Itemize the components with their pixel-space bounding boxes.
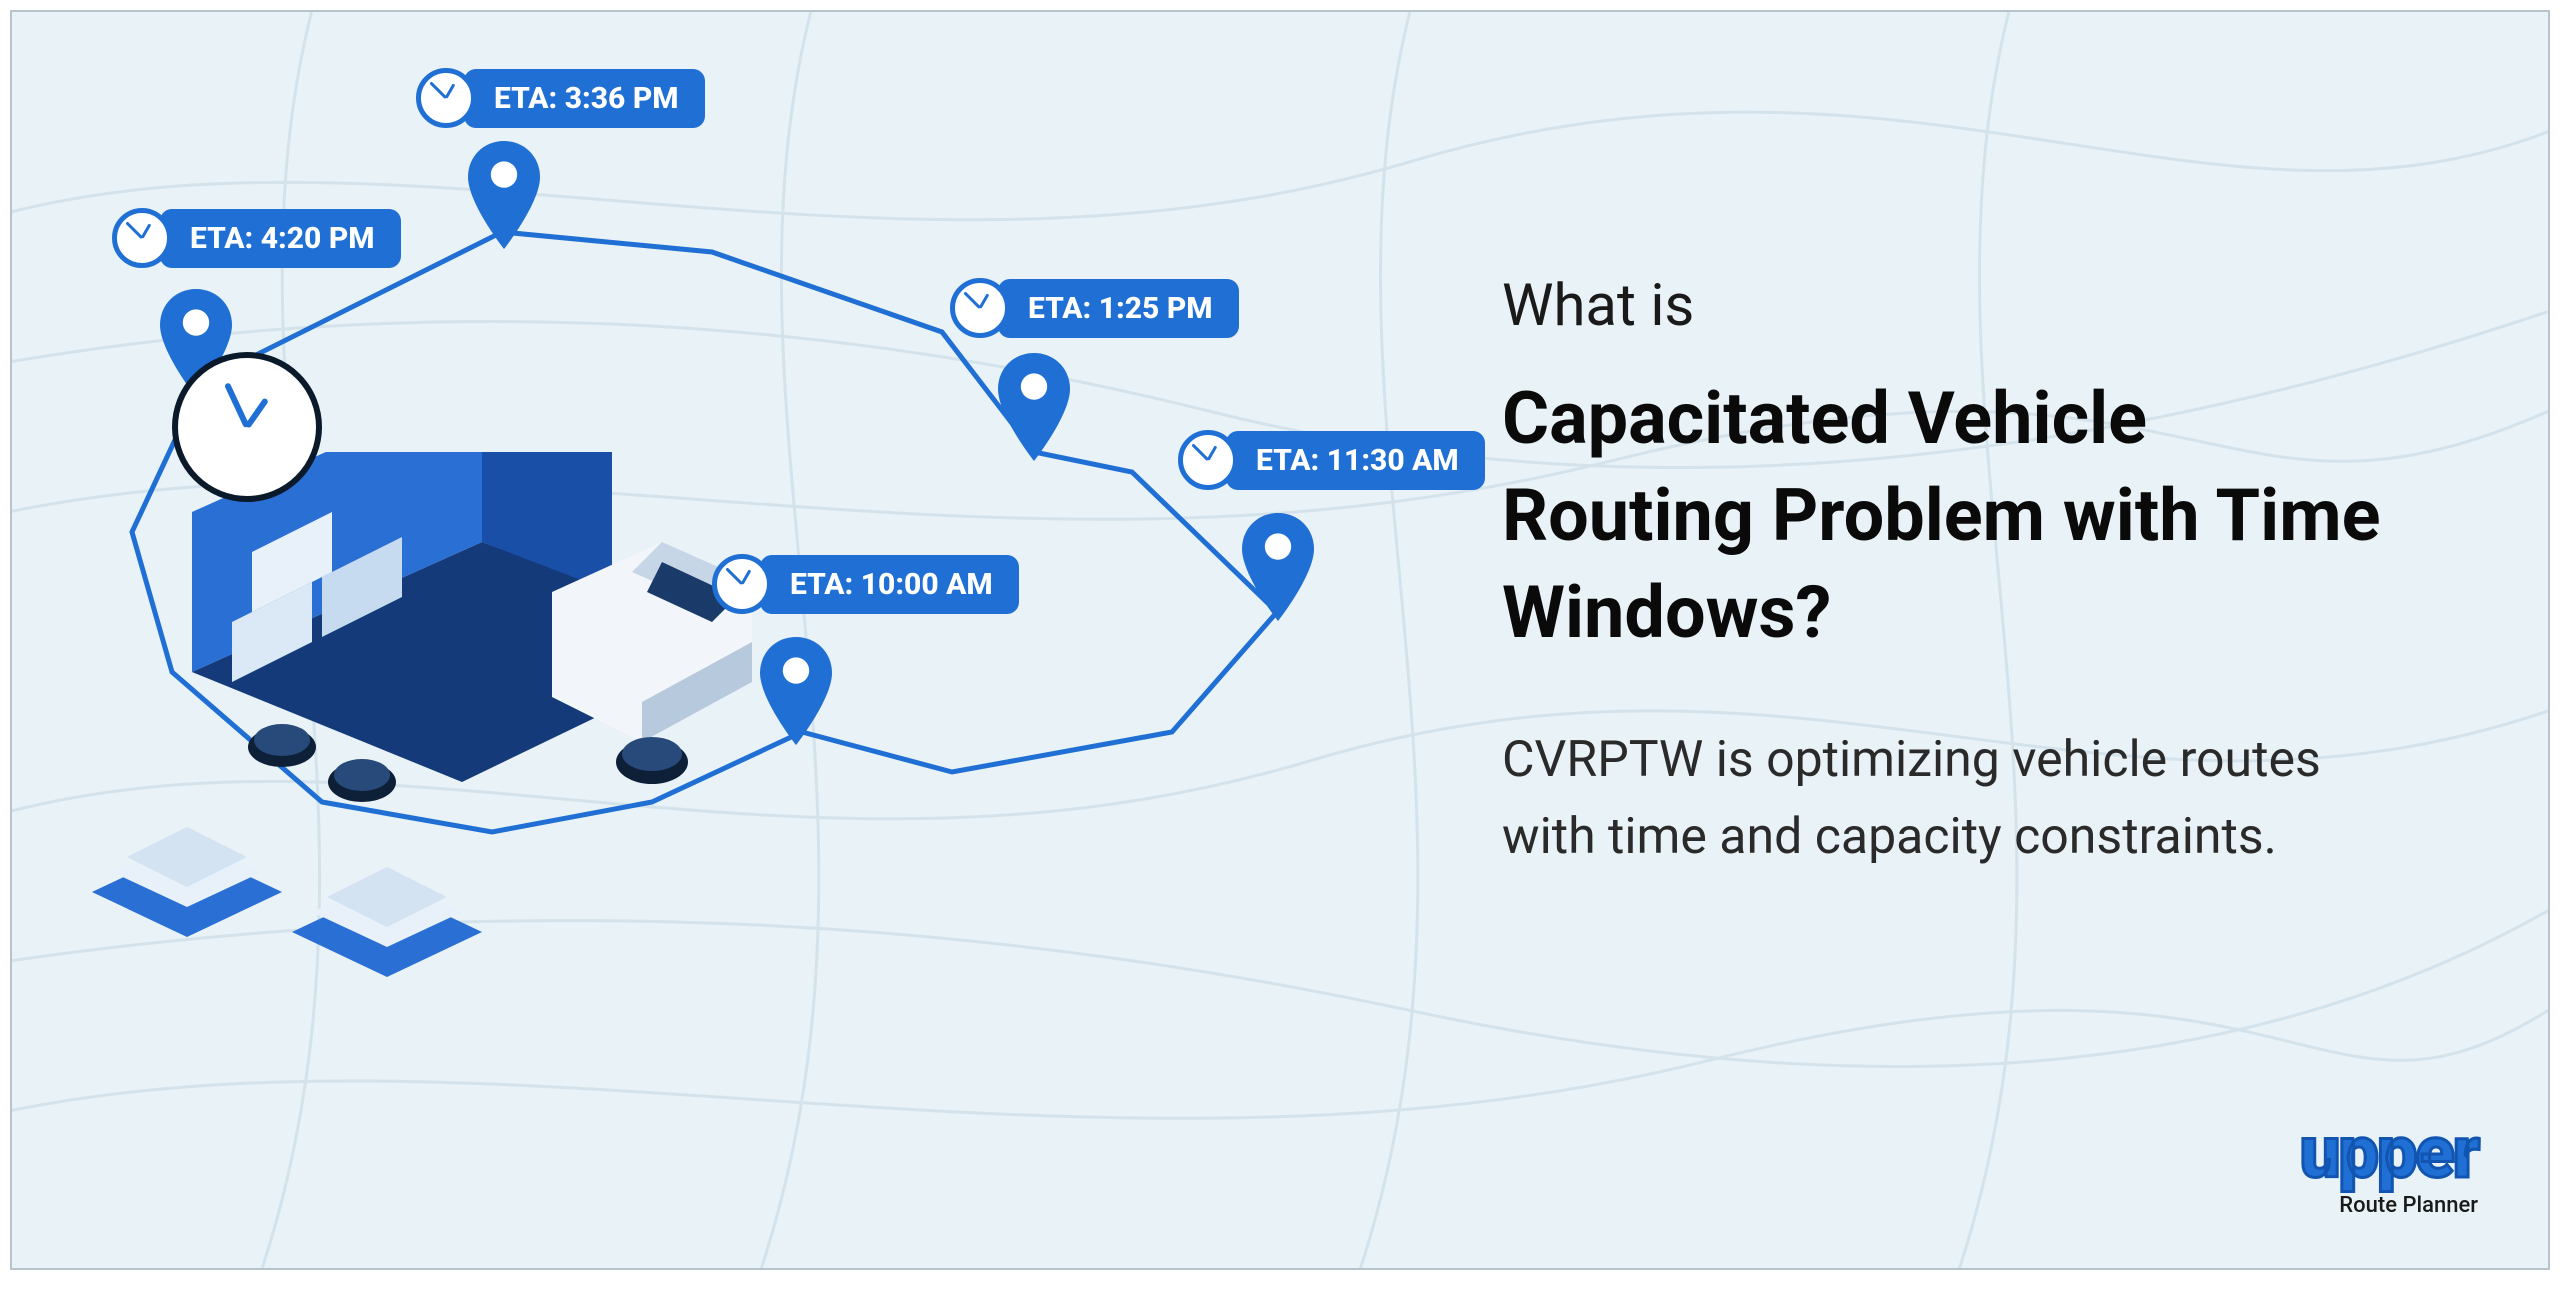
- eta-badge: ETA: 3:36 PM: [416, 68, 705, 128]
- pallet-icon: [92, 802, 282, 942]
- eta-label: ETA: 11:30 AM: [1226, 431, 1485, 490]
- eta-badge: ETA: 4:20 PM: [112, 208, 401, 268]
- pin-icon: [468, 140, 540, 250]
- text-block: What is Capacitated Vehicle Routing Prob…: [1502, 272, 2402, 877]
- clock-icon: [112, 208, 172, 268]
- logo-mark: upper: [2300, 1117, 2478, 1189]
- location-pin: [998, 352, 1070, 462]
- clock-icon: [416, 68, 476, 128]
- clock-icon: [172, 352, 322, 502]
- logo-tagline: Route Planner: [2300, 1193, 2478, 1218]
- truck-illustration: [132, 372, 852, 992]
- eta-label: ETA: 3:36 PM: [464, 69, 705, 128]
- brand-logo: upper Route Planner: [2300, 1117, 2478, 1218]
- eta-badge: ETA: 1:25 PM: [950, 278, 1239, 338]
- location-pin: [468, 140, 540, 250]
- main-title: Capacitated Vehicle Routing Problem with…: [1502, 370, 2402, 662]
- clock-icon: [712, 554, 772, 614]
- truck-icon: [192, 452, 752, 832]
- eta-label: ETA: 4:20 PM: [160, 209, 401, 268]
- clock-icon: [950, 278, 1010, 338]
- title-prefix: What is: [1502, 272, 2402, 340]
- clock-icon: [1178, 430, 1238, 490]
- location-pin: [1242, 512, 1314, 622]
- pin-icon: [1242, 512, 1314, 622]
- pallet-icon: [292, 842, 482, 982]
- infographic-canvas: ETA: 3:36 PM ETA: 4:20 PM ETA: 1:25 PM E…: [10, 10, 2550, 1270]
- eta-label: ETA: 1:25 PM: [998, 279, 1239, 338]
- pin-icon: [998, 352, 1070, 462]
- eta-badge: ETA: 11:30 AM: [1178, 430, 1485, 490]
- eta-badge: ETA: 10:00 AM: [712, 554, 1019, 614]
- description: CVRPTW is optimizing vehicle routes with…: [1502, 722, 2402, 877]
